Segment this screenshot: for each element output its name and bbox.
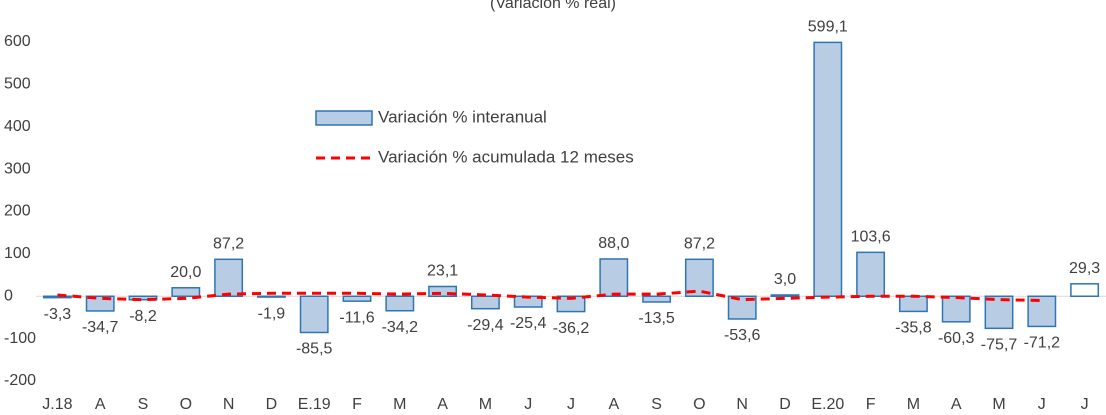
data-label: -35,8	[895, 320, 932, 337]
legend-label: Variación % interanual	[378, 107, 547, 126]
legend-swatch	[315, 110, 373, 126]
data-label: -75,7	[981, 337, 1018, 354]
y-tick-label: 400	[4, 118, 31, 135]
bar	[856, 251, 886, 298]
x-tick-label: M	[479, 396, 492, 413]
x-tick-label: J	[1081, 396, 1089, 413]
data-label: -11,6	[339, 309, 374, 326]
data-label: 20,0	[170, 264, 201, 281]
x-tick-label: F	[866, 396, 876, 413]
data-label: 23,1	[427, 263, 458, 280]
bar	[214, 258, 244, 298]
x-tick-label: M	[393, 396, 406, 413]
x-tick-label: E.20	[811, 396, 844, 413]
bar	[813, 41, 843, 297]
x-tick-label: O	[180, 396, 192, 413]
y-tick-label: 200	[4, 203, 31, 220]
bar	[770, 294, 800, 298]
x-tick-label: M	[992, 396, 1005, 413]
data-label: 599,1	[808, 19, 848, 36]
bar	[599, 258, 629, 297]
data-label: -13,5	[638, 310, 675, 327]
bar	[428, 285, 458, 297]
x-tick-label: F	[352, 396, 362, 413]
bar	[684, 258, 714, 298]
x-tick-label: J	[567, 396, 575, 413]
data-label: 87,2	[213, 236, 244, 253]
data-label: -1,9	[258, 305, 286, 322]
data-label: -8,2	[129, 308, 157, 325]
x-tick-label: A	[608, 396, 619, 413]
x-tick-label: S	[651, 396, 662, 413]
bar	[556, 295, 586, 313]
data-label: 88,0	[598, 235, 629, 252]
bar	[642, 295, 672, 303]
bar	[984, 295, 1014, 330]
y-tick-label: 0	[4, 287, 13, 304]
x-tick-label: A	[951, 396, 962, 413]
data-label: -25,4	[510, 315, 547, 332]
y-tick-label: 100	[4, 245, 31, 262]
bar	[470, 295, 500, 310]
data-label: 87,2	[684, 236, 715, 253]
x-tick-label: A	[437, 396, 448, 413]
data-label: -29,4	[467, 317, 504, 334]
x-tick-label: N	[223, 396, 235, 413]
data-label: 3,0	[774, 271, 796, 288]
bar	[898, 295, 928, 313]
data-label: -85,5	[296, 341, 333, 358]
bar	[256, 295, 286, 298]
data-label: -3,3	[44, 306, 72, 323]
data-label: 103,6	[851, 229, 891, 246]
data-label: -34,2	[382, 319, 419, 336]
bar	[128, 295, 158, 301]
x-tick-label: J	[524, 396, 532, 413]
data-label: -60,3	[938, 330, 975, 347]
x-tick-label: O	[693, 396, 705, 413]
x-tick-label: E.19	[298, 396, 331, 413]
y-tick-label: 300	[4, 160, 31, 177]
x-tick-label: J	[1038, 396, 1046, 413]
x-tick-label: A	[95, 396, 106, 413]
bar	[941, 295, 971, 323]
y-tick-label: -200	[4, 372, 36, 389]
data-label: -53,6	[724, 327, 761, 344]
bar	[727, 295, 757, 320]
bar	[299, 295, 329, 334]
x-tick-label: N	[736, 396, 748, 413]
bar	[171, 287, 201, 297]
bar	[385, 295, 415, 312]
data-label: -36,2	[553, 320, 590, 337]
data-label: -34,7	[82, 319, 119, 336]
bar	[1070, 283, 1100, 298]
x-tick-label: D	[779, 396, 791, 413]
y-tick-label: -100	[4, 330, 36, 347]
data-label: -71,2	[1024, 335, 1061, 352]
legend-label: Variación % acumulada 12 meses	[378, 147, 634, 166]
y-tick-label: 600	[4, 33, 31, 50]
x-tick-label: S	[138, 396, 149, 413]
x-tick-label: M	[907, 396, 920, 413]
y-tick-label: 500	[4, 76, 31, 93]
x-tick-label: J.18	[42, 396, 72, 413]
data-label: 29,3	[1069, 260, 1100, 277]
bar	[342, 295, 372, 302]
chart-subtitle: (Variación % real)	[490, 0, 616, 12]
x-tick-label: D	[266, 396, 278, 413]
